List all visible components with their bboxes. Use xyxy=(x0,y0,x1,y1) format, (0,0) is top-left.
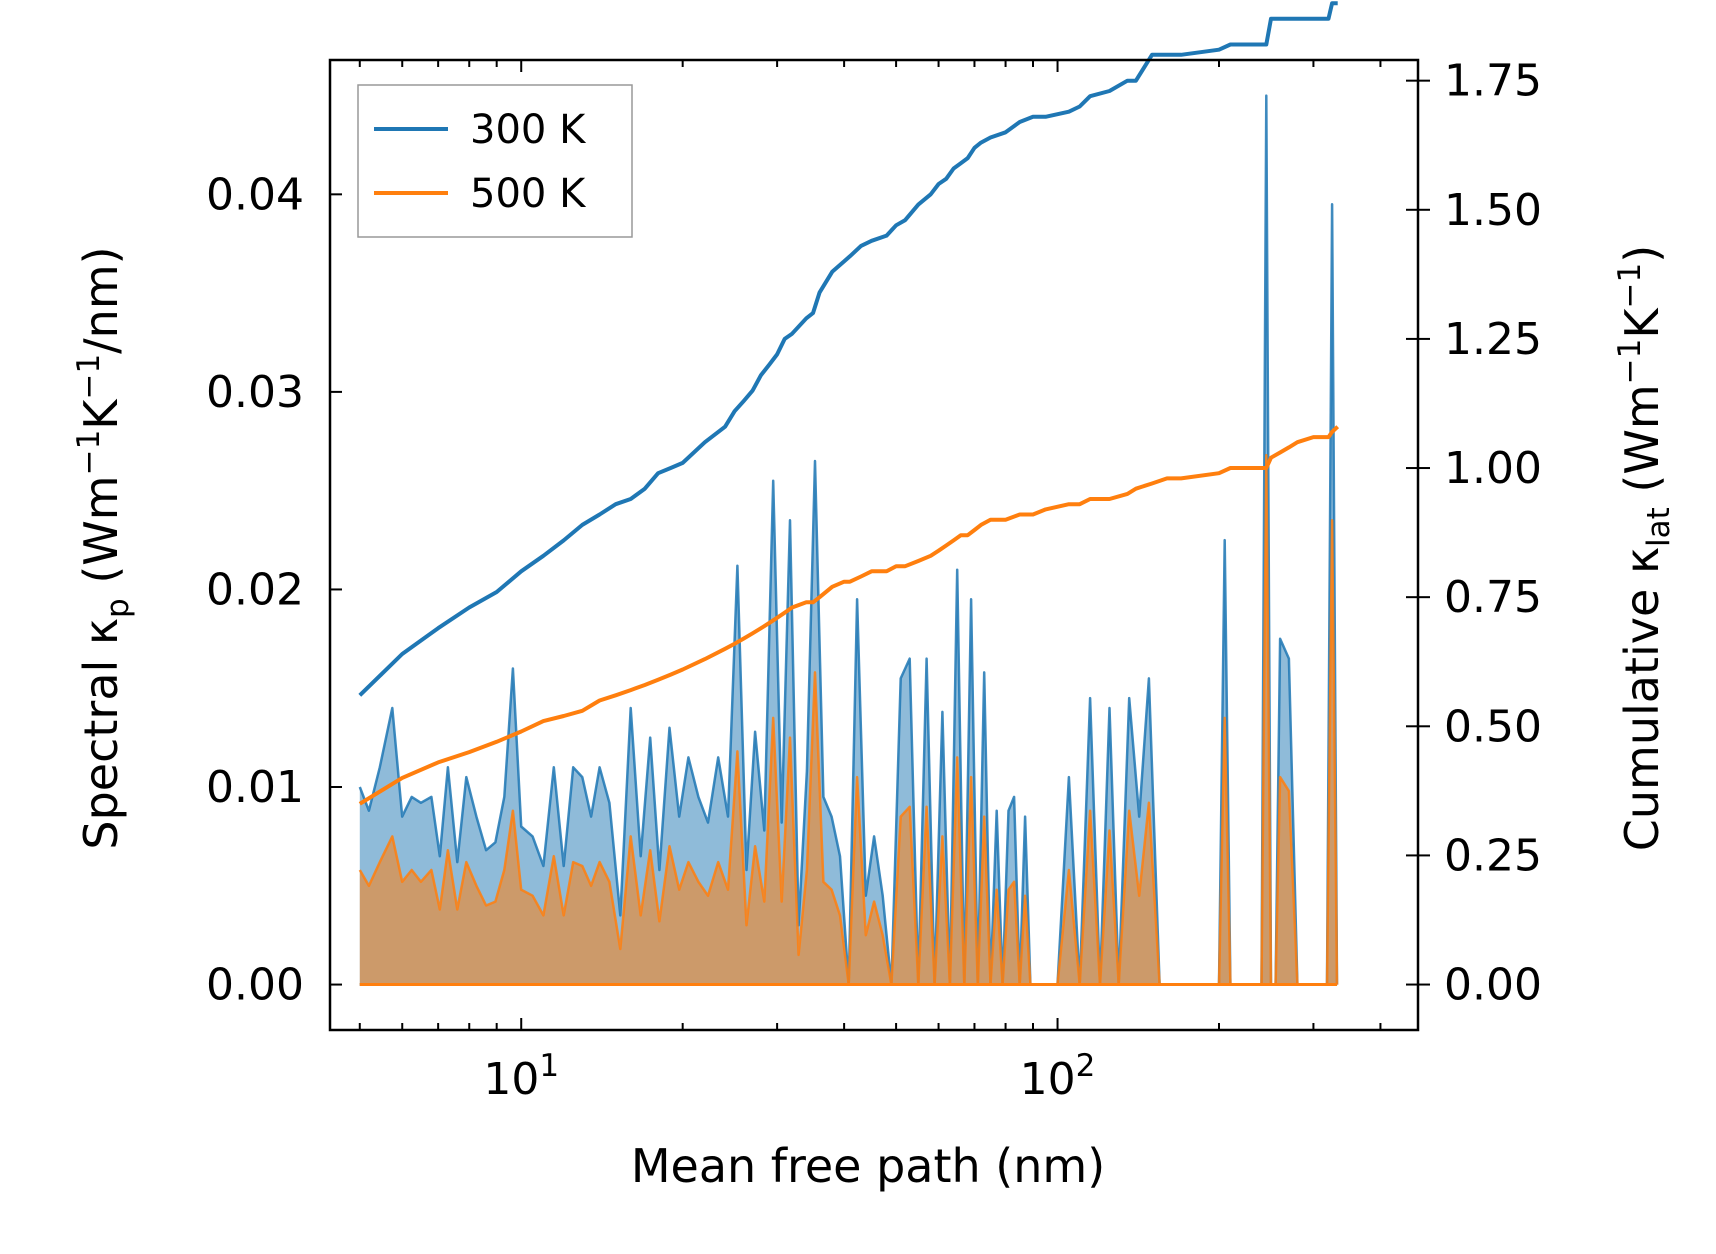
right-axis-label-sub: lat xyxy=(1641,507,1677,547)
right-axis-title: Cumulative κlat (Wm−1K−1) xyxy=(1612,245,1677,851)
right-axis-label-pre: Cumulative κ xyxy=(1615,547,1669,851)
left-axis-label-pre: Spectral κ xyxy=(74,618,128,850)
left-axis-label-end: /nm) xyxy=(74,246,128,353)
y-right-tick-label: 1.75 xyxy=(1444,56,1542,107)
y-left-tick-label: 0.03 xyxy=(206,367,304,418)
x-tick-label-base: 10 xyxy=(483,1054,539,1105)
y-right-tick-label: 0.25 xyxy=(1444,830,1542,881)
x-tick-label: 101 xyxy=(483,1048,559,1105)
x-tick-label-exp: 1 xyxy=(539,1048,559,1084)
right-axis-label-post: (Wm xyxy=(1615,384,1669,507)
legend: 300 K 500 K xyxy=(357,84,633,238)
left-axis-label-sup2: −1 xyxy=(71,354,107,400)
left-axis-label-mid: K xyxy=(74,398,128,430)
cumulative-line-500k xyxy=(358,425,1340,806)
spectral-area-500k xyxy=(359,455,1337,985)
right-axis-label-sup2: −1 xyxy=(1612,263,1648,309)
spectral-area-300k xyxy=(359,95,1337,985)
cumulative-line-300k xyxy=(358,1,1338,697)
left-axis-label-post: (Wm xyxy=(74,475,128,598)
right-axis-label-sup1: −1 xyxy=(1612,339,1648,385)
y-right-tick-label: 1.50 xyxy=(1444,185,1542,236)
x-axis-label: Mean free path (nm) xyxy=(631,1139,1105,1193)
tick-layer: 101 1020.000.010.020.030.040.000.250.500.… xyxy=(206,56,1542,1105)
right-axis-label-end: ) xyxy=(1615,245,1669,263)
legend-frame xyxy=(357,84,633,238)
legend-label-300k: 300 K xyxy=(470,107,587,153)
x-tick-label-base: 10 xyxy=(1020,1054,1076,1105)
x-tick-label: 102 xyxy=(1020,1048,1096,1105)
y-left-tick-label: 0.04 xyxy=(206,169,304,220)
x-tick-label-exp: 2 xyxy=(1076,1048,1096,1084)
left-axis-label-sub: p xyxy=(100,598,136,618)
y-right-tick-label: 1.25 xyxy=(1444,314,1542,365)
y-right-tick-label: 1.00 xyxy=(1444,443,1542,494)
right-axis-label: Cumulative κlat (Wm−1K−1) xyxy=(1612,245,1677,851)
y-left-tick-label: 0.01 xyxy=(206,762,304,813)
series-layer xyxy=(358,1,1340,987)
x-axis-title: Mean free path (nm) xyxy=(631,1139,1105,1193)
plot-frame xyxy=(328,58,1420,1032)
right-axis-label-mid: K xyxy=(1615,307,1669,339)
legend-label-500k: 500 K xyxy=(470,171,587,217)
left-axis-title: Spectral κp (Wm−1K−1/nm) xyxy=(71,246,136,849)
left-axis-label: Spectral κp (Wm−1K−1/nm) xyxy=(71,246,136,849)
left-axis-label-sup1: −1 xyxy=(71,430,107,476)
y-left-tick-label: 0.00 xyxy=(206,960,304,1011)
y-right-tick-label: 0.50 xyxy=(1444,701,1542,752)
y-left-tick-label: 0.02 xyxy=(206,564,304,615)
y-right-tick-label: 0.75 xyxy=(1444,572,1542,623)
y-right-tick-label: 0.00 xyxy=(1444,960,1542,1011)
